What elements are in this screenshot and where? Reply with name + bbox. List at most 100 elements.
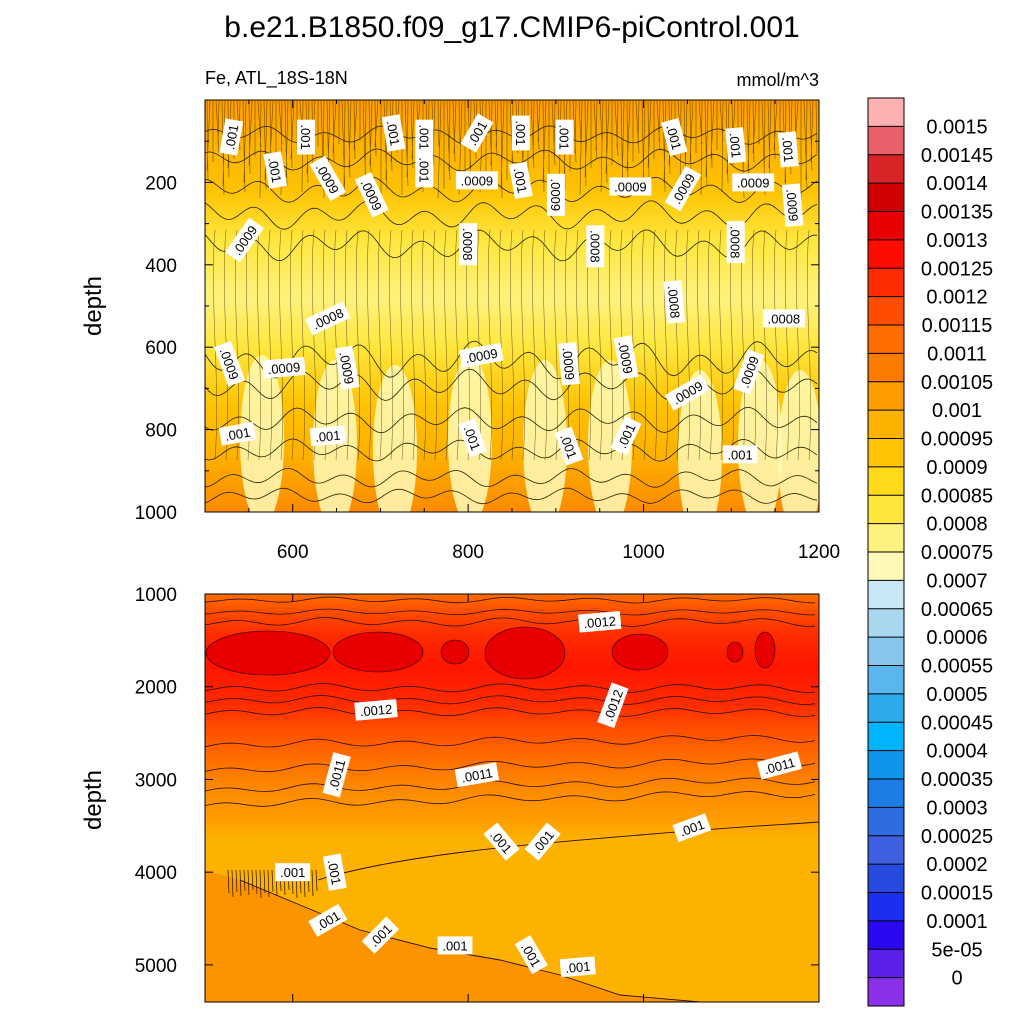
- colorbar-label: 0.00055: [921, 656, 993, 678]
- contour-label-text: .001: [222, 123, 241, 151]
- contour-label: .001: [218, 421, 257, 446]
- colorbar-label: 0.0014: [926, 173, 987, 195]
- contour-line: [205, 707, 816, 717]
- contour-label-box: [733, 349, 765, 395]
- contour-label-box: [732, 173, 775, 192]
- y-tick-label: 2000: [135, 678, 177, 699]
- contour-label: .001: [554, 426, 584, 466]
- contour-label-text: .001: [779, 136, 796, 163]
- contour-label: .001: [661, 117, 688, 157]
- contour-line: [205, 200, 818, 230]
- colorbar-label: 0.0013: [926, 230, 987, 252]
- colorbar-swatch: [868, 268, 904, 298]
- low-concentration-patch: [778, 370, 819, 512]
- contour-label-text: .001: [442, 938, 467, 953]
- colorbar-label: 0.00145: [921, 145, 993, 167]
- colorbar-label: 0.00015: [921, 883, 993, 905]
- contour-line: [205, 608, 815, 616]
- contour-label: .0009: [732, 173, 775, 192]
- contour-label-text: .001: [224, 425, 252, 444]
- contour-line: [205, 791, 816, 807]
- contour-label-box: [304, 301, 351, 336]
- colorbar-swatch: [868, 779, 904, 808]
- contour-label-box: [559, 956, 596, 978]
- figure-title: b.e21.B1850.f09_g17.CMIP6-piControl.001: [224, 11, 799, 44]
- contour-label: .001: [275, 863, 311, 882]
- contour-label-box: [415, 119, 434, 155]
- contour-label: .001: [322, 853, 347, 891]
- colorbar-swatch: [868, 552, 904, 581]
- colorbar-label: 0.00125: [921, 258, 993, 280]
- contour-label-text: .001: [298, 124, 313, 149]
- contour-label: .001: [219, 118, 244, 156]
- contour-label: .0009: [558, 341, 580, 386]
- colorbar-label: 0.0006: [926, 627, 987, 649]
- colorbar-label: 0.00065: [921, 599, 993, 621]
- variable-label: Fe, ATL_18S-18N: [205, 68, 348, 89]
- contour-label-box: [756, 751, 803, 780]
- contour-label-text: .001: [416, 157, 431, 182]
- contour-label-box: [508, 161, 533, 199]
- y-tick-label: 3000: [135, 770, 177, 791]
- contour-label-text: .0009: [461, 173, 494, 188]
- contour-label-box: [762, 309, 805, 328]
- colorbar-swatch: [868, 637, 904, 667]
- contour-label-box: [460, 113, 494, 153]
- contour-label-box: [511, 115, 530, 151]
- colorbar-label: 0.00105: [921, 372, 993, 394]
- contour-label-text: .0011: [460, 765, 494, 785]
- colorbar-label: 0.0003: [926, 797, 987, 819]
- contour-label-box: [218, 421, 257, 446]
- low-concentration-patch: [240, 355, 284, 512]
- contour-label-text: .0012: [359, 702, 393, 720]
- contour-label: .0012: [354, 699, 398, 721]
- contour-line: [205, 467, 818, 488]
- contour-label-text: .0008: [587, 230, 602, 263]
- upper-y-axis-label: depth: [80, 276, 107, 336]
- contour-label-text: .001: [663, 123, 684, 151]
- y-tick-label: 1000: [135, 585, 177, 606]
- contour-label-text: .001: [315, 428, 342, 445]
- contour-line: [205, 695, 816, 705]
- colorbar-label: 0.0011: [927, 343, 987, 365]
- colorbar-label: 0.00115: [922, 315, 993, 337]
- contour-label-text: .001: [280, 865, 305, 880]
- colorbar-label: 0.0002: [926, 854, 987, 876]
- contour-label-text: .001: [325, 859, 344, 887]
- contour-label-box: [322, 853, 347, 891]
- contour-label-box: [381, 114, 406, 152]
- colorbar-swatch: [868, 920, 904, 950]
- high-concentration-core: [754, 631, 776, 669]
- contour-label-text: .0008: [728, 226, 743, 259]
- contour-label-box: [483, 822, 520, 861]
- contour-label: .0012: [577, 611, 622, 633]
- abyss-region: [205, 870, 700, 1002]
- colorbar-swatch: [868, 807, 904, 837]
- contour-line: [205, 176, 818, 203]
- contour-label-box: [459, 342, 504, 368]
- colorbar-label: 0.00075: [921, 542, 993, 564]
- contour-label: .001: [555, 119, 574, 155]
- lower-y-axis-label: depth: [80, 770, 107, 830]
- colorbar-label: 0.0005: [926, 684, 987, 706]
- contour-label: .0008: [663, 280, 686, 324]
- contour-line: [205, 340, 818, 380]
- contour-label-box: [361, 916, 400, 954]
- contour-label-box: [609, 177, 652, 196]
- y-tick-label: 400: [145, 256, 177, 277]
- contour-label-box: [309, 155, 347, 201]
- colorbar-label: 0: [951, 968, 962, 990]
- contour-label-box: [546, 173, 565, 216]
- contour-label-box: [458, 418, 487, 458]
- contour-label-box: [415, 152, 434, 188]
- contour-label: .001: [361, 916, 400, 954]
- contour-label: .001: [508, 161, 533, 199]
- contour-label-box: [334, 345, 360, 391]
- colorbar-label: 0.0001: [926, 911, 987, 933]
- colorbar-label: 0.00025: [921, 826, 993, 848]
- contour-label-box: [725, 127, 747, 164]
- contour-label-text: .001: [511, 167, 530, 195]
- colorbar-label: 0.0009: [926, 457, 987, 479]
- contour-label-box: [308, 903, 348, 937]
- contour-label: .001: [458, 418, 487, 458]
